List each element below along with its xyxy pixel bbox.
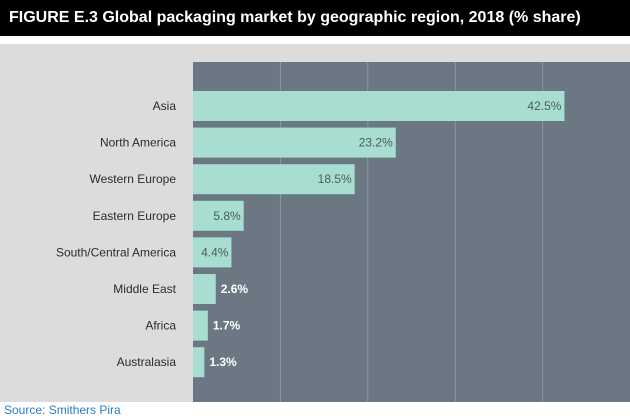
value-label: 23.2% [359,136,393,150]
value-label: 42.5% [527,99,561,113]
bar [193,237,232,268]
bar [193,310,208,341]
category-label: Africa [145,319,176,333]
value-label: 2.6% [221,282,249,296]
value-label: 1.7% [213,319,241,333]
bar [193,91,565,121]
category-label: Western Europe [90,172,177,186]
category-label: Australasia [117,355,177,369]
category-label: North America [100,136,176,150]
source-note: Source: Smithers Pira [4,403,121,417]
category-label: Eastern Europe [93,209,177,223]
bar [193,274,216,304]
bar [193,127,396,158]
chart-area: Asia 42.5% North America 23.2% Western Europ… [0,44,630,402]
chart-title: FIGURE E.3 Global packaging market by ge… [0,0,630,36]
value-label: 5.8% [213,209,241,223]
bar [193,347,205,378]
category-label: Middle East [113,282,176,296]
value-label: 18.5% [318,172,352,186]
category-label: Asia [153,99,177,113]
value-label: 4.4% [201,245,229,259]
bar [193,200,244,231]
value-label: 1.3% [209,355,237,369]
bar-chart: Asia 42.5% North America 23.2% Western Europ… [56,62,630,402]
bar [193,164,355,195]
category-label: South/Central America [56,245,176,259]
